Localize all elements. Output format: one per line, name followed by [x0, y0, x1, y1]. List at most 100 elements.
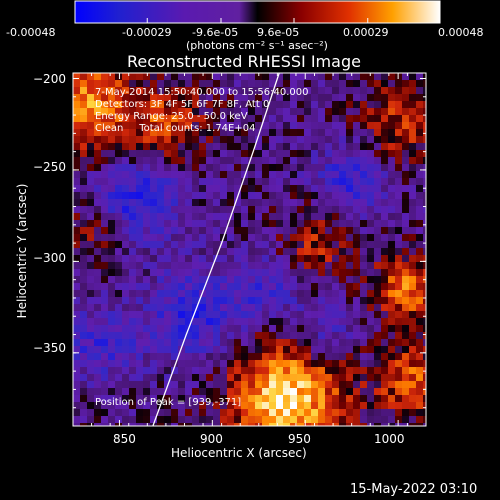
heatmap-cell: [346, 416, 353, 423]
heatmap-cell: [192, 262, 199, 269]
heatmap-cell: [297, 157, 304, 164]
heatmap-cell: [325, 178, 332, 185]
heatmap-cell: [318, 262, 325, 269]
heatmap-cell: [409, 346, 416, 353]
heatmap-cell: [332, 318, 339, 325]
heatmap-cell: [150, 143, 157, 150]
heatmap-cell: [199, 80, 206, 87]
heatmap-cell: [388, 360, 395, 367]
heatmap-cell: [276, 220, 283, 227]
heatmap-cell: [164, 122, 171, 129]
heatmap-cell: [262, 325, 269, 332]
heatmap-cell: [318, 213, 325, 220]
heatmap-cell: [311, 101, 318, 108]
heatmap-cell: [150, 206, 157, 213]
heatmap-cell: [234, 108, 241, 115]
heatmap-cell: [255, 129, 262, 136]
heatmap-cell: [409, 199, 416, 206]
heatmap-cell: [213, 353, 220, 360]
heatmap-cell: [164, 192, 171, 199]
heatmap-cell: [360, 297, 367, 304]
heatmap-cell: [73, 94, 80, 101]
heatmap-cell: [360, 402, 367, 409]
heatmap-cell: [157, 388, 164, 395]
heatmap-cell: [423, 360, 426, 367]
heatmap-cell: [241, 115, 248, 122]
heatmap-cell: [367, 206, 374, 213]
heatmap-cell: [409, 262, 416, 269]
heatmap-cell: [80, 164, 87, 171]
heatmap-cell: [206, 157, 213, 164]
heatmap-cell: [241, 122, 248, 129]
heatmap-cell: [122, 122, 129, 129]
heatmap-cell: [178, 199, 185, 206]
heatmap-cell: [353, 423, 360, 426]
heatmap-cell: [283, 164, 290, 171]
heatmap-cell: [94, 367, 101, 374]
heatmap-cell: [395, 304, 402, 311]
heatmap-cell: [227, 115, 234, 122]
heatmap-cell: [388, 73, 395, 80]
heatmap-cell: [227, 73, 234, 80]
heatmap-cell: [80, 311, 87, 318]
heatmap-cell: [87, 171, 94, 178]
heatmap-cell: [332, 220, 339, 227]
heatmap-cell: [206, 423, 213, 426]
heatmap-cell: [290, 332, 297, 339]
heatmap-cell: [164, 213, 171, 220]
heatmap-cell: [220, 87, 227, 94]
heatmap-cell: [136, 332, 143, 339]
heatmap-cell: [283, 115, 290, 122]
heatmap-cell: [395, 311, 402, 318]
heatmap-cell: [318, 255, 325, 262]
heatmap-cell: [227, 143, 234, 150]
heatmap-cell: [416, 402, 423, 409]
heatmap-cell: [206, 269, 213, 276]
heatmap-cell: [255, 402, 262, 409]
heatmap-cell: [255, 171, 262, 178]
heatmap-cell: [227, 395, 234, 402]
heatmap-cell: [178, 115, 185, 122]
heatmap-cell: [395, 136, 402, 143]
heatmap-cell: [206, 395, 213, 402]
heatmap-cell: [374, 115, 381, 122]
heatmap-cell: [325, 248, 332, 255]
heatmap-cell: [185, 339, 192, 346]
heatmap-cell: [269, 395, 276, 402]
heatmap-cell: [199, 332, 206, 339]
heatmap-cell: [311, 311, 318, 318]
heatmap-cell: [199, 311, 206, 318]
heatmap-cell: [423, 318, 426, 325]
heatmap-cell: [185, 423, 192, 426]
heatmap-cell: [150, 150, 157, 157]
heatmap-cell: [416, 241, 423, 248]
heatmap-cell: [136, 423, 143, 426]
heatmap-cell: [360, 346, 367, 353]
heatmap-cell: [416, 185, 423, 192]
heatmap-cell: [227, 360, 234, 367]
heatmap-cell: [346, 283, 353, 290]
heatmap-cell: [234, 136, 241, 143]
heatmap-cell: [339, 143, 346, 150]
heatmap-cell: [346, 360, 353, 367]
heatmap-cell: [297, 115, 304, 122]
heatmap-cell: [94, 416, 101, 423]
heatmap-cell: [143, 423, 150, 426]
heatmap-cell: [423, 409, 426, 416]
heatmap-cell: [262, 332, 269, 339]
heatmap-cell: [416, 248, 423, 255]
heatmap-cell: [101, 360, 108, 367]
heatmap-cell: [150, 311, 157, 318]
heatmap-cell: [157, 318, 164, 325]
heatmap-cell: [423, 150, 426, 157]
heatmap-cell: [262, 122, 269, 129]
heatmap-cell: [171, 143, 178, 150]
heatmap-cell: [94, 157, 101, 164]
heatmap-cell: [80, 115, 87, 122]
heatmap-cell: [325, 381, 332, 388]
heatmap-cell: [402, 255, 409, 262]
heatmap-cell: [171, 297, 178, 304]
heatmap-cell: [199, 185, 206, 192]
heatmap-cell: [213, 227, 220, 234]
heatmap-cell: [409, 157, 416, 164]
